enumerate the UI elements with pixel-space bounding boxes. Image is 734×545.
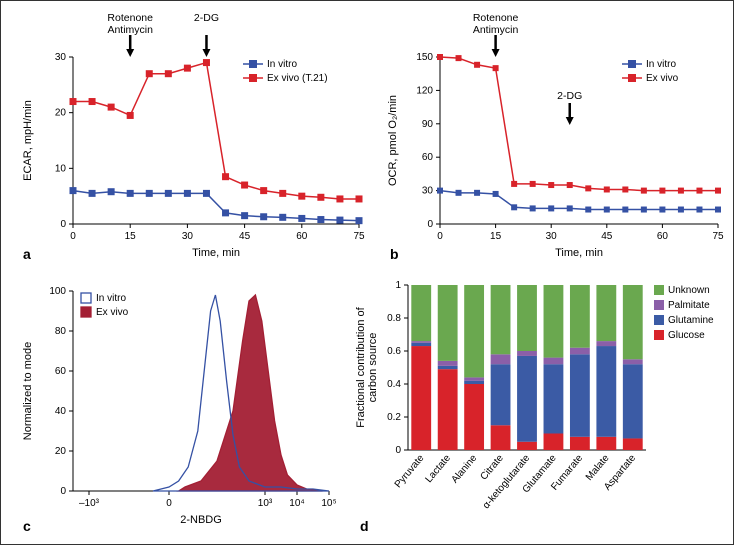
svg-text:Ex vivo: Ex vivo [646, 73, 679, 84]
svg-text:20: 20 [55, 446, 67, 457]
svg-text:2-DG: 2-DG [194, 12, 219, 24]
svg-text:In vitro: In vitro [96, 293, 126, 304]
svg-text:Normalized to mode: Normalized to mode [22, 342, 34, 440]
figure: 010203001530456075Time, minECAR, mpH/min… [0, 0, 734, 545]
svg-text:0: 0 [437, 231, 443, 242]
svg-text:40: 40 [55, 406, 67, 417]
svg-text:Pyruvate: Pyruvate [393, 453, 427, 491]
svg-text:0: 0 [60, 219, 66, 230]
svg-text:0: 0 [70, 231, 76, 242]
svg-text:0: 0 [427, 219, 433, 230]
svg-text:10⁵: 10⁵ [321, 498, 336, 509]
svg-text:15: 15 [490, 231, 502, 242]
svg-text:150: 150 [416, 52, 433, 63]
svg-text:2-DG: 2-DG [557, 90, 582, 102]
panel-b: 0 30 60 90 120 150 0 15 30 45 60 75 Time, min OCR, pm… [376, 9, 728, 264]
panel-c: 0 20 40 60 80 100 –10³ 0 10³ 10⁴ 10⁵ 2-NBDG Normaliz… [9, 271, 339, 536]
svg-text:45: 45 [601, 231, 613, 242]
panel-d-label: d [360, 518, 369, 534]
svg-text:Glucose: Glucose [668, 330, 705, 341]
svg-text:1: 1 [395, 280, 401, 291]
svg-text:Fractional contribution of: Fractional contribution of [355, 306, 367, 427]
svg-text:15: 15 [125, 231, 137, 242]
svg-text:75: 75 [353, 231, 365, 242]
svg-text:100: 100 [49, 286, 66, 297]
svg-text:carbon source: carbon source [367, 333, 379, 403]
svg-text:30: 30 [55, 52, 67, 63]
svg-text:Antimycin: Antimycin [107, 24, 153, 36]
svg-text:10³: 10³ [258, 498, 273, 509]
panel-b-label: b [390, 246, 399, 262]
svg-text:Alanine: Alanine [450, 453, 480, 486]
svg-text:60: 60 [657, 231, 669, 242]
svg-text:2-NBDG: 2-NBDG [180, 514, 222, 526]
svg-text:0: 0 [395, 445, 401, 456]
svg-text:30: 30 [182, 231, 194, 242]
svg-text:0.2: 0.2 [387, 412, 401, 423]
svg-text:80: 80 [55, 326, 67, 337]
svg-text:–10³: –10³ [79, 498, 100, 509]
svg-text:Palmitate: Palmitate [668, 300, 710, 311]
svg-text:60: 60 [55, 366, 67, 377]
svg-text:Glutamine: Glutamine [668, 315, 714, 326]
svg-text:In vitro: In vitro [267, 59, 297, 70]
svg-text:90: 90 [422, 119, 434, 130]
svg-text:Time, min: Time, min [555, 247, 603, 259]
svg-text:10⁴: 10⁴ [289, 498, 304, 509]
svg-text:Lactate: Lactate [423, 453, 453, 486]
svg-text:45: 45 [239, 231, 251, 242]
svg-text:Time, min: Time, min [192, 247, 240, 259]
svg-text:30: 30 [422, 186, 434, 197]
svg-text:Rotenone: Rotenone [107, 12, 153, 24]
svg-text:20: 20 [55, 108, 67, 119]
svg-text:0: 0 [166, 498, 172, 509]
svg-text:Ex vivo (T.21): Ex vivo (T.21) [267, 73, 328, 84]
svg-text:10: 10 [55, 163, 67, 174]
svg-text:Antimycin: Antimycin [473, 24, 519, 36]
svg-text:Unknown: Unknown [668, 285, 710, 296]
svg-text:60: 60 [296, 231, 308, 242]
panel-a: 0 10 20 30 0 15 30 45 60 75 Time, min ECAR, mpH/min… [9, 9, 369, 264]
svg-text:0: 0 [60, 486, 66, 497]
svg-text:Rotenone: Rotenone [473, 12, 519, 24]
svg-text:0.6: 0.6 [387, 346, 401, 357]
panel-c-label: c [23, 518, 31, 534]
svg-text:120: 120 [416, 85, 433, 96]
panel-d: 0 0.2 0.4 0.6 0.8 1 Fractional contribution of… [346, 271, 728, 536]
panel-a-label: a [23, 246, 31, 262]
svg-text:0.4: 0.4 [387, 379, 401, 390]
svg-text:75: 75 [712, 231, 724, 242]
svg-text:Ex vivo: Ex vivo [96, 307, 129, 318]
svg-text:0.8: 0.8 [387, 313, 401, 324]
svg-text:In vitro: In vitro [646, 59, 676, 70]
svg-text:OCR, pmol O₂/min: OCR, pmol O₂/min [387, 95, 399, 186]
svg-text:60: 60 [422, 152, 434, 163]
svg-text:ECAR, mpH/min: ECAR, mpH/min [22, 100, 34, 181]
svg-text:30: 30 [546, 231, 558, 242]
